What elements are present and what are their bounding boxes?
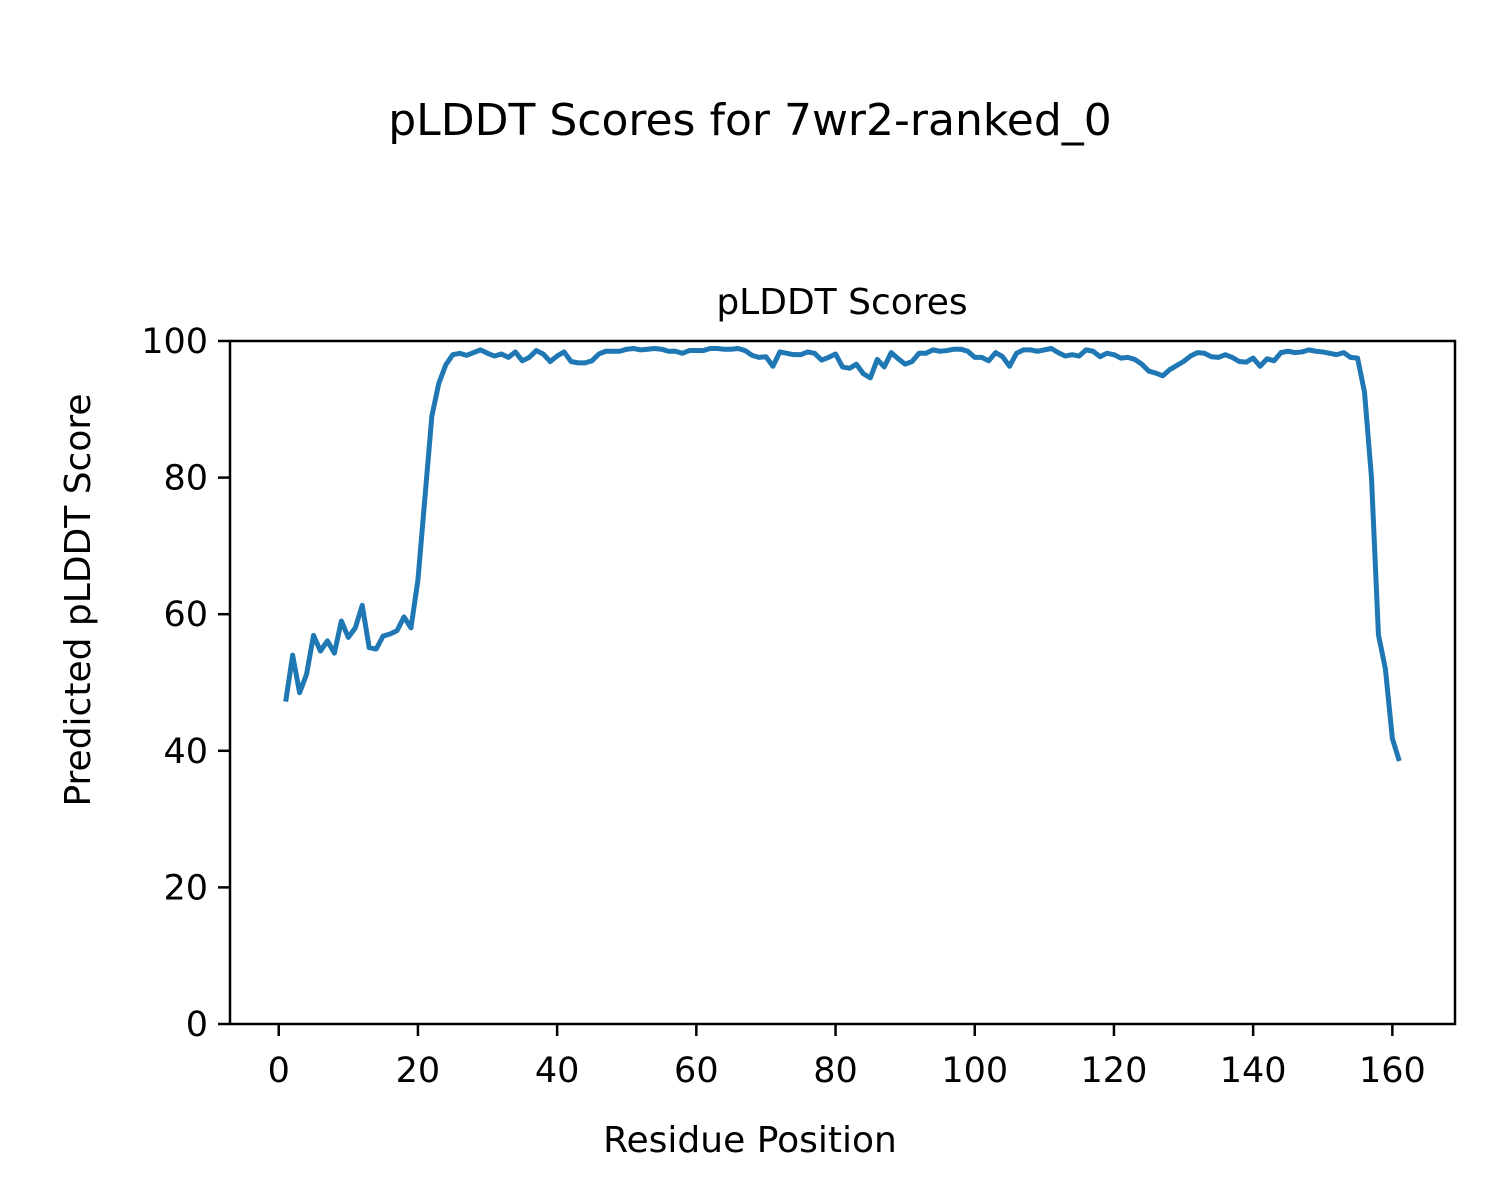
chart-title: pLDDT Scores	[716, 282, 967, 323]
x-tick-label: 120	[1081, 1051, 1148, 1091]
y-axis-ticks: 0 20 40 60 80 100	[141, 322, 230, 1045]
x-axis-label: Residue Position	[603, 1120, 897, 1161]
y-tick-label: 0	[186, 1005, 208, 1045]
y-tick-label: 20	[163, 868, 208, 908]
x-tick-label: 140	[1220, 1051, 1287, 1091]
x-axis-ticks: 0 20 40 60 80 100 120 140 160	[268, 1024, 1426, 1091]
x-tick-label: 20	[396, 1051, 441, 1091]
x-tick-label: 100	[941, 1051, 1008, 1091]
y-tick-label: 60	[163, 595, 208, 635]
x-tick-label: 160	[1359, 1051, 1426, 1091]
x-tick-label: 0	[268, 1051, 290, 1091]
x-tick-label: 60	[674, 1051, 719, 1091]
axes-frame	[228, 339, 1457, 1026]
y-tick-label: 80	[163, 459, 208, 499]
line-layer	[283, 346, 1402, 762]
y-tick-label: 40	[163, 732, 208, 772]
figure-suptitle: pLDDT Scores for 7wr2-ranked_0	[388, 95, 1112, 146]
y-tick-label: 100	[141, 322, 208, 362]
x-tick-label: 40	[535, 1051, 580, 1091]
plot-area	[228, 339, 1457, 1026]
x-tick-label: 80	[813, 1051, 858, 1091]
series-line-0	[283, 346, 1402, 762]
y-axis-label: Predicted pLDDT Score	[58, 393, 99, 806]
